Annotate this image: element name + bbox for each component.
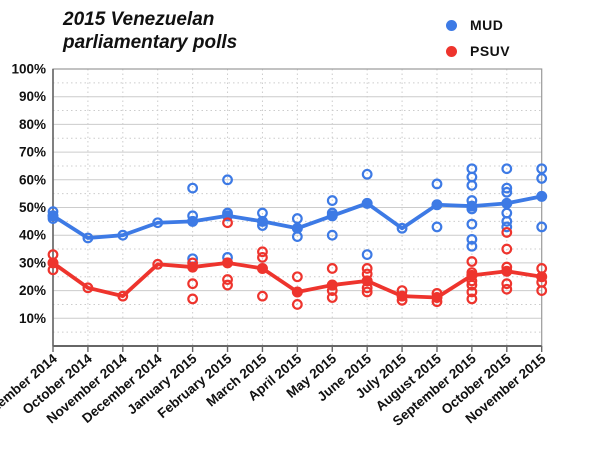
chart-title-line2: parliamentary polls [63,32,238,53]
average-point-mud [326,210,338,222]
average-point-psuv [291,286,303,298]
poll-point-mud [361,168,373,180]
legend-label-psuv: PSUV [470,43,511,59]
average-point-mud [361,197,373,209]
poll-point-mud [501,163,513,175]
y-tick-label: 70% [19,145,46,160]
poll-point-psuv [222,274,233,285]
y-tick-label: 60% [19,172,46,187]
y-tick-label: 50% [19,200,46,215]
average-point-psuv [396,290,408,302]
average-point-psuv [326,279,338,291]
poll-point-psuv [466,256,478,267]
y-tick-label: 20% [19,283,46,298]
poll-point-psuv [257,246,268,258]
poll-point-psuv [501,283,513,295]
average-point-mud [47,210,59,222]
average-point-mud [291,222,303,234]
poll-point-mud [466,240,478,252]
legend-label-mud: MUD [470,17,504,33]
poll-point-psuv [152,258,164,270]
average-point-psuv [431,292,443,304]
poll-point-mud [326,229,338,241]
poll-point-mud [326,195,338,206]
y-tick-label: 40% [19,228,46,243]
average-point-mud [187,215,199,227]
average-point-psuv [466,269,478,281]
poll-point-mud [466,218,478,230]
poll-point-psuv [501,243,513,255]
poll-point-psuv [361,263,373,274]
y-tick-label: 10% [19,311,46,326]
average-point-psuv [47,257,59,269]
legend: MUD PSUV [446,12,510,64]
poll-point-psuv [117,290,129,302]
poll-point-mud [222,174,233,186]
poll-point-mud [466,179,478,191]
y-tick-label: 80% [19,117,46,132]
poll-point-mud [82,232,94,244]
average-point-psuv [256,262,268,274]
y-tick-labels: 10% 20% 30% 40% 50% 60% 70% 80% 90% 100% [11,62,46,326]
poll-point-psuv [501,278,513,290]
poll-point-psuv [326,292,338,303]
y-tick-label: 100% [11,62,46,77]
poll-point-psuv [291,299,303,310]
series-mud [47,163,548,265]
poll-point-psuv [466,293,478,305]
poll-point-mud [396,222,408,234]
poll-point-mud [501,215,513,227]
y-tick-label: 30% [19,255,46,270]
average-point-mud [536,190,548,202]
average-point-psuv [536,271,548,283]
poll-point-mud [536,221,548,233]
average-point-mud [431,199,443,211]
poll-point-psuv [257,251,268,263]
y-tick-label: 90% [19,89,46,104]
mud-dot-icon [446,19,457,31]
poll-point-psuv [257,290,268,302]
poll-point-psuv [501,227,513,238]
poll-point-mud [536,173,548,184]
psuv-dot-icon [446,45,457,57]
poll-point-psuv [536,285,548,297]
poll-point-psuv [82,282,94,294]
poll-point-mud [501,186,513,198]
poll-point-mud [431,178,443,190]
poll-point-psuv [222,217,233,229]
average-point-mud [501,197,513,209]
poll-point-psuv [187,278,199,290]
average-point-psuv [361,275,373,287]
legend-item-psuv: PSUV [446,38,510,64]
poll-point-psuv [326,263,338,274]
poll-point-mud [501,221,513,233]
chart-title-line1: 2015 Venezuelan [63,9,215,30]
poll-point-mud [152,217,164,229]
legend-item-mud: MUD [446,12,510,38]
poll-point-psuv [187,293,199,305]
poll-point-psuv [466,286,478,298]
poll-point-mud [187,182,199,194]
poll-point-mud [466,233,478,245]
average-point-mud [256,215,268,227]
poll-point-mud [501,182,513,194]
poll-point-mud [431,221,443,233]
poll-point-mud [361,249,373,260]
average-point-psuv [187,261,199,273]
series-psuv [47,217,548,310]
poll-point-psuv [222,279,233,291]
average-point-mud [466,200,478,212]
poll-point-psuv [361,286,373,298]
chart-title: 2015 Venezuelan parliamentary polls [63,8,237,54]
poll-point-psuv [291,271,303,283]
average-point-psuv [501,265,513,277]
average-point-psuv [222,257,234,269]
poll-point-mud [117,229,129,241]
